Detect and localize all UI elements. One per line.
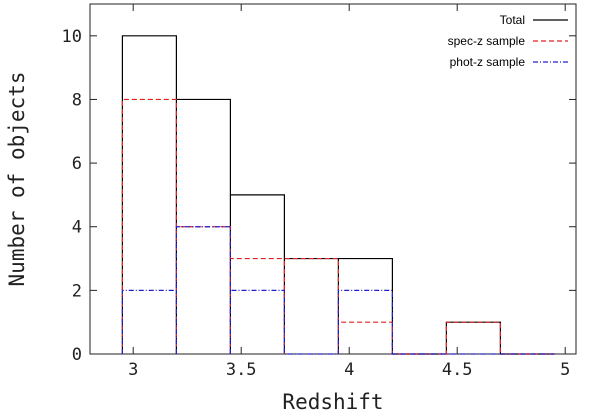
y-tick-label: 0 <box>72 345 82 365</box>
y-tick-label: 4 <box>72 218 82 238</box>
y-tick-label: 10 <box>62 27 82 47</box>
y-tick-label: 6 <box>72 154 82 174</box>
x-tick-label: 3 <box>128 360 138 380</box>
y-tick-label: 8 <box>72 90 82 110</box>
tick-layer: 3 3.5 4 4.5 5 0 2 4 6 8 10 <box>62 4 576 380</box>
legend: Total spec-z sample phot-z sample <box>448 13 568 69</box>
x-tick-label: 5 <box>560 360 570 380</box>
plot-frame <box>89 3 577 355</box>
series-layer <box>121 35 555 355</box>
x-axis-title: Redshift <box>282 390 383 414</box>
y-axis-title: Number of objects <box>5 72 29 287</box>
x-tick-label: 4 <box>344 360 354 380</box>
legend-label: Total <box>500 13 525 27</box>
series-phot-z-sample-histogram <box>121 226 555 355</box>
series-spec-z-sample-histogram <box>121 98 555 355</box>
legend-label: spec-z sample <box>448 34 526 48</box>
y-tick-label: 2 <box>72 281 82 301</box>
x-tick-label: 4.5 <box>442 360 473 380</box>
legend-label: phot-z sample <box>450 55 526 69</box>
x-tick-label: 3.5 <box>226 360 257 380</box>
